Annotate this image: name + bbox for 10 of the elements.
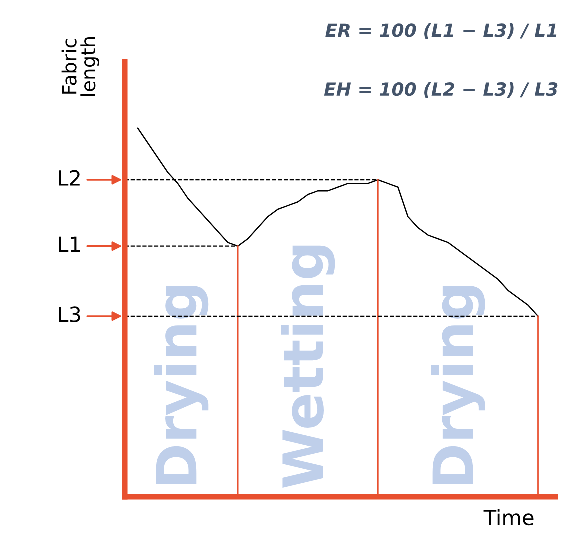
ref-line-label: L2	[59, 170, 80, 186]
annotation: Drying	[154, 286, 209, 485]
x-axis-title: Time	[484, 509, 534, 526]
y-axis-title: Fabric length	[62, 38, 100, 96]
annotation: Drying	[431, 286, 486, 485]
ref-line-label: L1	[59, 236, 80, 252]
ref-line-label: L3	[59, 306, 80, 322]
text: ER = 100 (L1 − L3) / L1	[326, 23, 557, 40]
annotation: Wetting	[281, 246, 336, 488]
text: EH = 100 (L2 − L3) / L3	[324, 82, 558, 98]
